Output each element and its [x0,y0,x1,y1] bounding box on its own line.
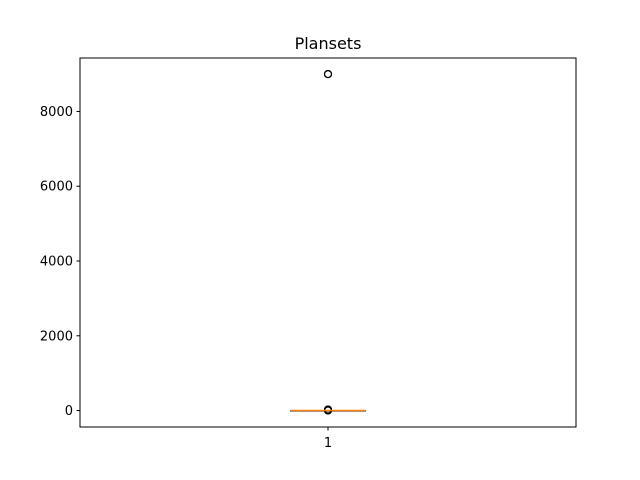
y-tick-label: 4000 [40,255,73,270]
y-axis: 0 2000 4000 6000 8000 [40,105,80,419]
box-series [290,69,366,415]
chart-title: Plansets [295,34,362,53]
x-tick-label: 1 [324,436,332,451]
y-tick-label: 8000 [40,105,73,120]
y-tick-label: 2000 [40,329,73,344]
x-axis: 1 [324,427,332,451]
y-tick-label: 6000 [40,180,73,195]
outlier-point [324,70,332,79]
y-tick-label: 0 [65,404,73,419]
outlier-point [324,405,332,414]
plot-area-frame [79,57,577,428]
